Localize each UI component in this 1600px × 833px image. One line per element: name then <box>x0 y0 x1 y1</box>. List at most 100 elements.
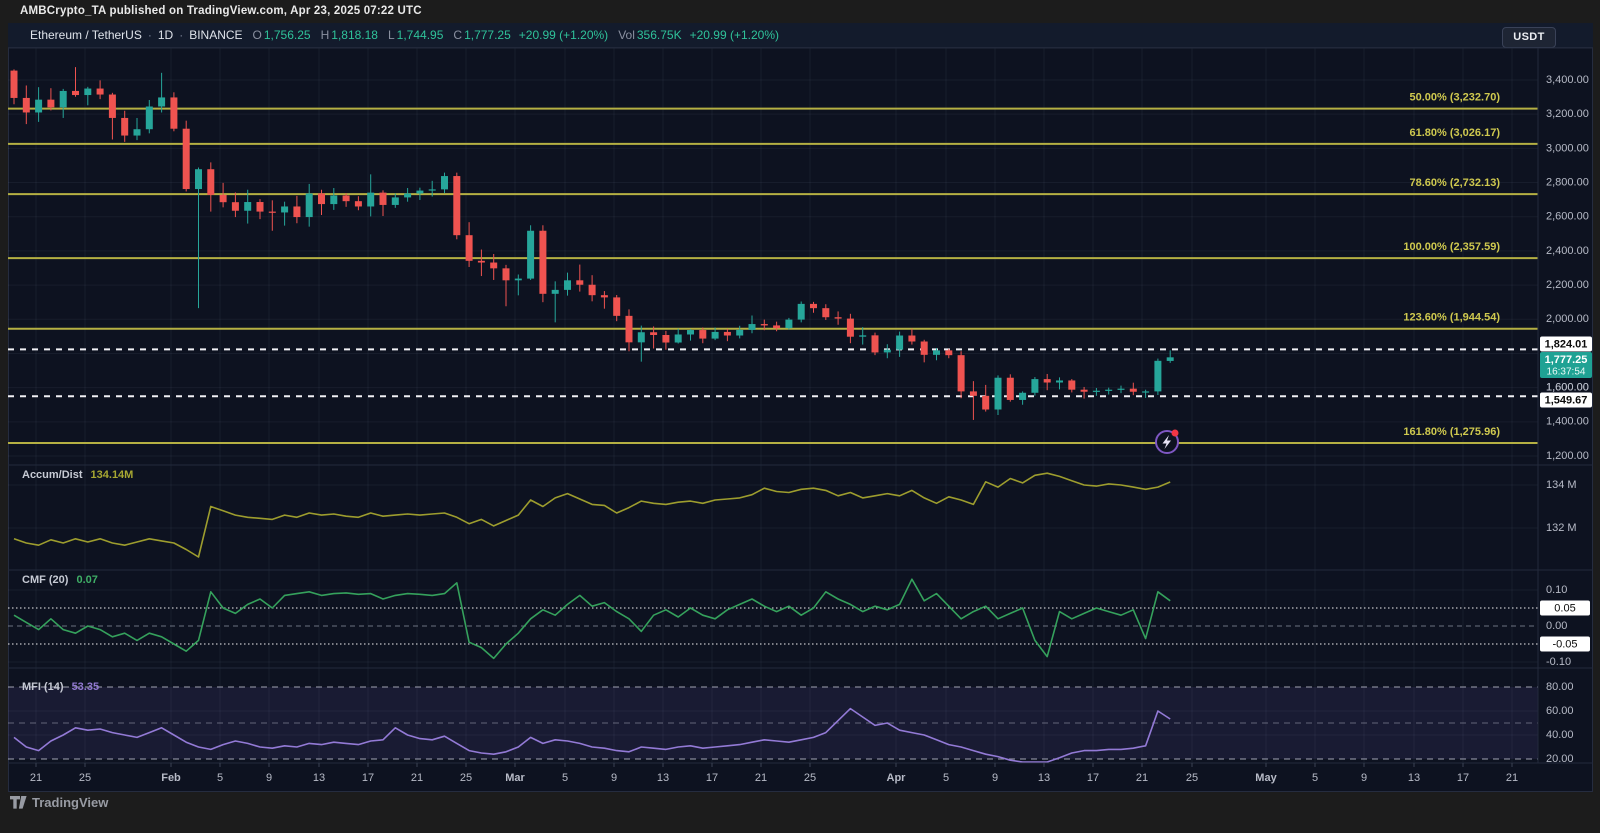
svg-text:9: 9 <box>1361 772 1367 784</box>
svg-text:2,000.00: 2,000.00 <box>1546 313 1589 325</box>
svg-text:13: 13 <box>313 772 325 784</box>
separator-dot: · <box>179 28 184 42</box>
svg-text:17: 17 <box>1457 772 1469 784</box>
svg-text:13: 13 <box>1038 772 1050 784</box>
close-value: 1,777.25 <box>464 28 511 42</box>
svg-text:5: 5 <box>1312 772 1318 784</box>
svg-text:9: 9 <box>992 772 998 784</box>
svg-text:Feb: Feb <box>161 772 181 784</box>
svg-text:17: 17 <box>362 772 374 784</box>
svg-text:3,000.00: 3,000.00 <box>1546 142 1589 154</box>
time-axis: 21 25 Feb 5 9 13 17 21 25 Mar 5 9 13 17 21 25 Apr 5 9 13 17 2… <box>30 763 1518 784</box>
separator-dot: · <box>147 28 152 42</box>
symbol-header: Ethereum / TetherUS · 1D · BINANCE O 1,7… <box>8 23 1593 48</box>
tradingview-logo-icon <box>10 796 27 809</box>
svg-text:3,400.00: 3,400.00 <box>1546 74 1589 86</box>
svg-text:161.80% (1,275.96): 161.80% (1,275.96) <box>1403 426 1500 438</box>
cmf-levels <box>8 607 1538 645</box>
svg-text:16:37:54: 16:37:54 <box>1547 367 1586 378</box>
cmf-line <box>13 578 1171 660</box>
svg-text:80.00: 80.00 <box>1546 681 1574 693</box>
svg-text:123.60% (1,944.54): 123.60% (1,944.54) <box>1403 312 1500 324</box>
attribution-text: AMBCrypto_TA published on TradingView.co… <box>20 5 422 17</box>
volume-value: 356.75K <box>636 28 682 42</box>
chart-background <box>8 23 1593 792</box>
svg-text:0.10: 0.10 <box>1546 584 1567 596</box>
low-label: L <box>387 28 395 42</box>
svg-text:17: 17 <box>706 772 718 784</box>
fibonacci-retracement: 50.00% (3,232.70) 61.80% (3,026.17) 78.60%… <box>8 91 1538 445</box>
svg-text:20.00: 20.00 <box>1546 753 1574 765</box>
bolt-icon <box>1155 429 1179 454</box>
close-label: C <box>453 28 463 42</box>
svg-text:25: 25 <box>460 772 472 784</box>
mfi-band <box>8 686 1538 760</box>
change-value: +20.99 (+1.20%) <box>518 28 609 42</box>
svg-text:60.00: 60.00 <box>1546 705 1574 717</box>
candlesticks <box>10 67 1174 420</box>
exchange-label: BINANCE <box>189 28 243 42</box>
mfi-pane-title: MFI (14) 53.35 <box>22 681 99 693</box>
svg-text:134 M: 134 M <box>1546 479 1577 491</box>
svg-text:Apr: Apr <box>887 772 907 784</box>
open-label: O <box>252 28 262 42</box>
high-value: 1,818.18 <box>331 28 378 42</box>
grid-lines <box>8 48 1538 763</box>
symbol-name[interactable]: Ethereum / TetherUS <box>30 28 142 42</box>
cmf-pane-title: CMF (20) 0.07 <box>22 574 98 586</box>
accum-dist-label[interactable]: Accum/Dist <box>22 469 83 481</box>
low-value: 1,744.95 <box>396 28 444 42</box>
svg-text:2,200.00: 2,200.00 <box>1546 279 1589 291</box>
svg-text:2,800.00: 2,800.00 <box>1546 176 1589 188</box>
accum-dist-line <box>13 472 1171 558</box>
svg-text:1,777.25: 1,777.25 <box>1545 354 1588 366</box>
svg-text:2,400.00: 2,400.00 <box>1546 245 1589 257</box>
svg-text:5: 5 <box>943 772 949 784</box>
svg-text:21: 21 <box>1136 772 1148 784</box>
svg-text:78.60% (2,732.13): 78.60% (2,732.13) <box>1409 177 1500 189</box>
svg-text:13: 13 <box>1408 772 1420 784</box>
pane-separators <box>8 47 1593 764</box>
svg-text:5: 5 <box>217 772 223 784</box>
svg-text:0.05: 0.05 <box>1554 602 1575 614</box>
svg-text:1,600.00: 1,600.00 <box>1546 382 1589 394</box>
svg-text:100.00% (2,357.59): 100.00% (2,357.59) <box>1403 241 1500 253</box>
open-value: 1,756.25 <box>263 28 311 42</box>
svg-text:-0.10: -0.10 <box>1546 656 1571 668</box>
publish-bar: AMBCrypto_TA published on TradingView.co… <box>0 0 1600 23</box>
price-chart-canvas[interactable]: 50.00% (3,232.70) 61.80% (3,026.17) 78.60%… <box>8 23 1593 792</box>
svg-text:17: 17 <box>1087 772 1099 784</box>
svg-text:25: 25 <box>1186 772 1198 784</box>
svg-text:13: 13 <box>657 772 669 784</box>
svg-text:1,824.01: 1,824.01 <box>1545 338 1588 350</box>
accum-dist-value: 134.14M <box>90 469 134 481</box>
mfi-value: 53.35 <box>71 681 100 693</box>
svg-text:Mar: Mar <box>505 772 525 784</box>
svg-text:9: 9 <box>611 772 617 784</box>
volume-label: Vol <box>618 28 635 42</box>
tradingview-logo-text: TradingView <box>32 795 109 810</box>
cmf-label[interactable]: CMF (20) <box>22 574 69 586</box>
mfi-label[interactable]: MFI (14) <box>22 681 64 693</box>
svg-text:1,400.00: 1,400.00 <box>1546 416 1589 428</box>
svg-text:May: May <box>1255 772 1277 784</box>
interval-label[interactable]: 1D <box>157 28 174 42</box>
svg-text:5: 5 <box>562 772 568 784</box>
svg-text:9: 9 <box>266 772 272 784</box>
svg-text:50.00% (3,232.70): 50.00% (3,232.70) <box>1409 91 1500 103</box>
price-axis: 3,400.00 3,200.00 3,000.00 2,800.00 2,600.00… <box>1540 74 1590 765</box>
svg-text:21: 21 <box>1506 772 1518 784</box>
svg-text:0.00: 0.00 <box>1546 620 1567 632</box>
tradingview-logo[interactable]: TradingView <box>10 795 108 810</box>
svg-text:1,200.00: 1,200.00 <box>1546 450 1589 462</box>
svg-text:21: 21 <box>411 772 423 784</box>
high-label: H <box>320 28 330 42</box>
svg-text:3,200.00: 3,200.00 <box>1546 108 1589 120</box>
mfi-line <box>13 707 1171 763</box>
accum-dist-pane-title: Accum/Dist 134.14M <box>22 469 133 481</box>
cmf-value: 0.07 <box>76 574 98 586</box>
svg-text:1,549.67: 1,549.67 <box>1545 394 1588 406</box>
svg-text:61.80% (3,026.17): 61.80% (3,026.17) <box>1409 127 1500 139</box>
